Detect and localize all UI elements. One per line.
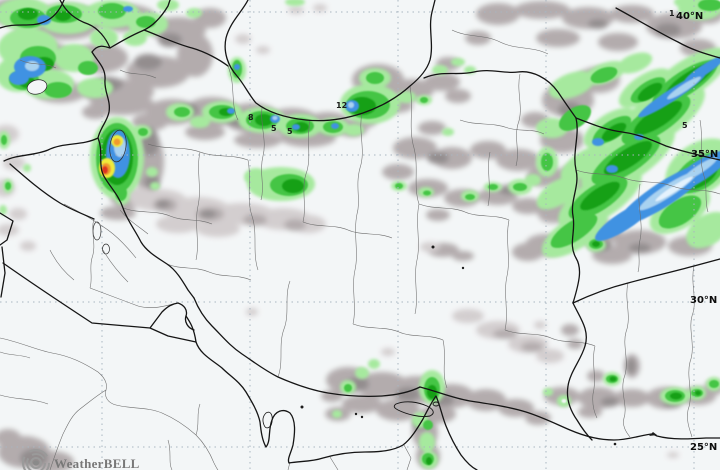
weatherbell-watermark: WeatherBELL [22,449,140,470]
contour-labels: 1 8 5 5 12 5 [248,9,688,136]
latitude-label-30n: 30°N [690,295,717,306]
contour-label: 5 [271,124,277,133]
iran-pakistan-border [566,302,593,441]
contour-label: 8 [248,113,254,122]
contour-label: 5 [287,127,293,136]
caspian-sea-coastline [224,0,436,122]
makran-coastline [419,386,720,441]
iraq-saudi-border [2,262,197,343]
lake-van [26,79,48,95]
iran-west-border [91,51,195,299]
latitude-label-35n: 35°N [691,149,718,160]
lake-urmia [109,129,127,163]
weatherbell-swirl-icon [22,449,50,470]
persian-gulf-north-coast [193,297,421,398]
contour-label: 5 [682,121,688,130]
qeshm-island [393,401,440,417]
contour-label: 1 [669,9,675,18]
rain-blue-layer [9,6,720,403]
latitude-label-40n: 40°N [676,11,703,22]
latitude-labels: 40°N 35°N 30°N 25°N [676,11,718,453]
intense-storm-cell [99,135,123,178]
persian-gulf-south-coast [185,315,478,470]
watermark-text: WeatherBELL [54,456,140,470]
province-borders [0,29,720,470]
bahrain-island [262,411,273,429]
iran-afghanistan-border [571,117,581,304]
latitude-label-25n: 25°N [690,442,717,453]
contour-label: 12 [336,101,347,110]
iran-turkmenistan-border [423,69,577,119]
